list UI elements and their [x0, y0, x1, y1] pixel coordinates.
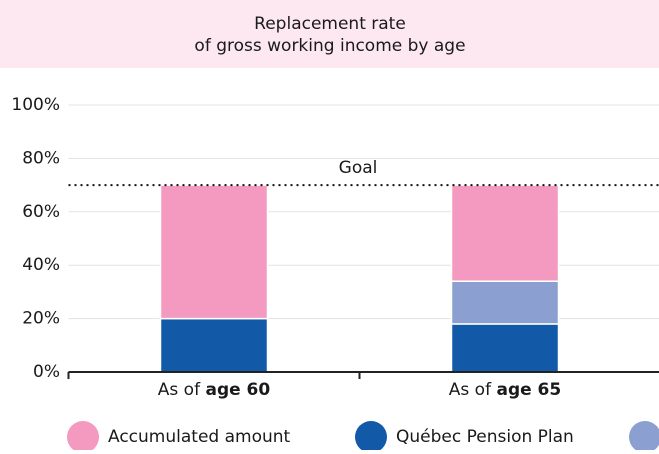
legend-swatch [629, 421, 659, 453]
legend-swatch [67, 421, 99, 453]
x-tick-label-bold: age 60 [205, 380, 270, 400]
y-tick-label: 20% [22, 309, 60, 329]
legend-label: Accumulated amount [108, 427, 291, 447]
y-tick-label: 80% [22, 148, 60, 168]
x-tick-label-bold: age 65 [496, 380, 561, 400]
goal-label: Goal [339, 158, 378, 178]
bar-segment [159, 184, 269, 320]
legend-swatch [355, 421, 387, 453]
bar-segment [159, 317, 269, 373]
bar-segment [450, 184, 560, 282]
title-box [0, 0, 659, 68]
legend-label: Québec Pension Plan [396, 427, 574, 447]
chart-title: Replacement rate [254, 14, 406, 34]
bar-segment [450, 280, 560, 325]
x-tick-label: As of age 65 [449, 380, 561, 400]
x-tick-label-part: As of [158, 380, 206, 400]
x-tick-label: As of age 60 [158, 380, 271, 400]
x-tick-label-part: As of [449, 380, 497, 400]
y-tick-label: 0% [33, 362, 60, 382]
y-tick-label: 40% [22, 255, 60, 275]
y-tick-label: 60% [22, 202, 60, 222]
chart-subtitle: of gross working income by age [194, 36, 465, 56]
y-tick-label: 100% [11, 95, 60, 115]
bar-segment [450, 323, 560, 373]
